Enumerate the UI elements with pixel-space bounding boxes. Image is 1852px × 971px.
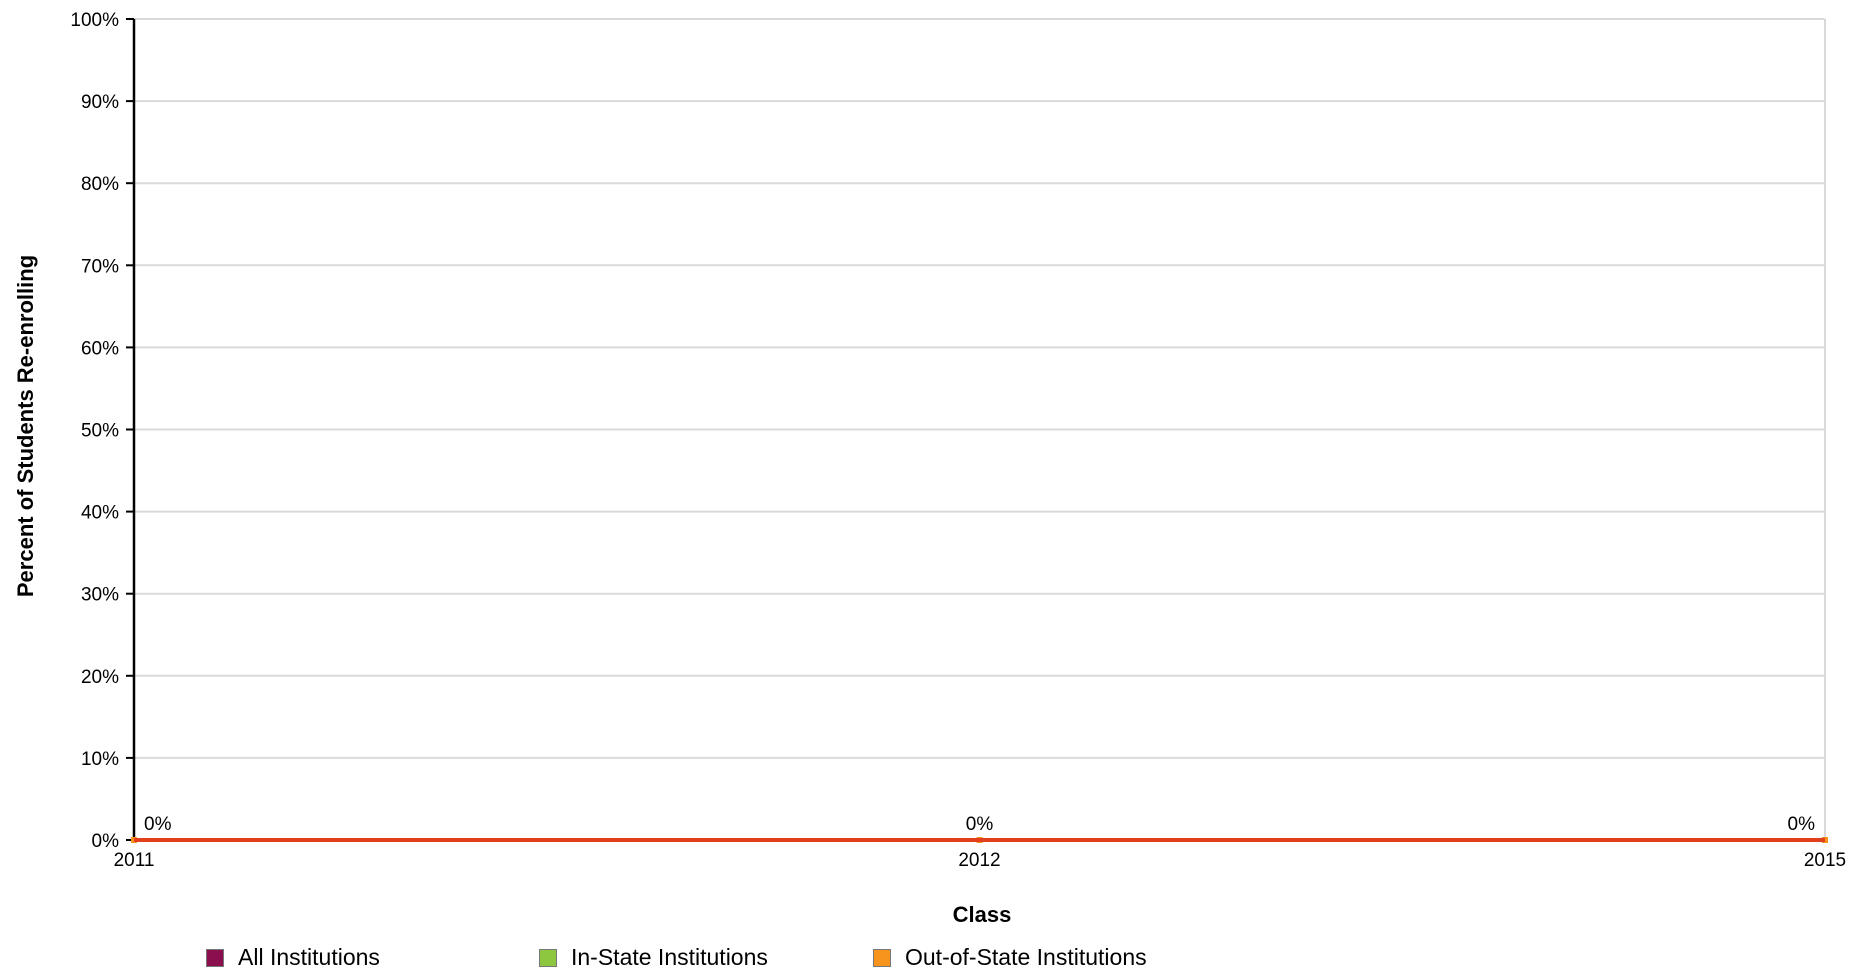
y-tick-label: 10% — [81, 749, 119, 770]
y-tick-label: 20% — [81, 667, 119, 688]
legend-swatch-all — [206, 948, 224, 967]
y-tick-label: 50% — [81, 421, 119, 442]
legend: All Institutions In-State Institutions O… — [0, 944, 1852, 970]
y-axis: 0% 10% 20% 30% 40% 50% 60% 70% 80% 90% 100% — [70, 10, 136, 852]
data-label: 0% — [144, 814, 172, 835]
y-tick-label: 30% — [81, 585, 119, 606]
y-axis-title: Percent of Students Re-enrolling — [13, 255, 38, 597]
y-tick-label: 100% — [70, 10, 119, 31]
x-axis: 2011 2012 2015 — [114, 850, 1847, 871]
data-labels: 0% 0% 0% — [144, 814, 1815, 835]
gridlines — [134, 18, 1826, 841]
y-tick-label: 0% — [92, 831, 120, 852]
y-tick-label: 90% — [81, 92, 119, 113]
x-tick-label: 2012 — [958, 850, 1000, 871]
data-label: 0% — [966, 814, 994, 835]
legend-swatch-out-of-state — [873, 948, 891, 967]
series-group — [131, 837, 1828, 843]
y-tick-label: 40% — [81, 503, 119, 524]
legend-item-all-institutions[interactable]: All Institutions — [206, 944, 380, 971]
legend-label-out-of-state: Out-of-State Institutions — [905, 944, 1147, 970]
data-label: 0% — [1788, 814, 1816, 835]
x-axis-title: Class — [953, 902, 1012, 927]
legend-item-in-state[interactable]: In-State Institutions — [539, 944, 768, 971]
legend-item-out-of-state[interactable]: Out-of-State Institutions — [873, 944, 1147, 971]
legend-label-all: All Institutions — [238, 944, 380, 970]
x-tick-label: 2011 — [114, 850, 155, 871]
legend-swatch-in-state — [539, 948, 557, 967]
y-tick-label: 80% — [81, 174, 119, 195]
y-tick-label: 60% — [81, 338, 119, 359]
y-tick-label: 70% — [81, 256, 119, 277]
x-tick-label: 2015 — [1804, 850, 1846, 871]
legend-label-in-state: In-State Institutions — [571, 944, 768, 970]
